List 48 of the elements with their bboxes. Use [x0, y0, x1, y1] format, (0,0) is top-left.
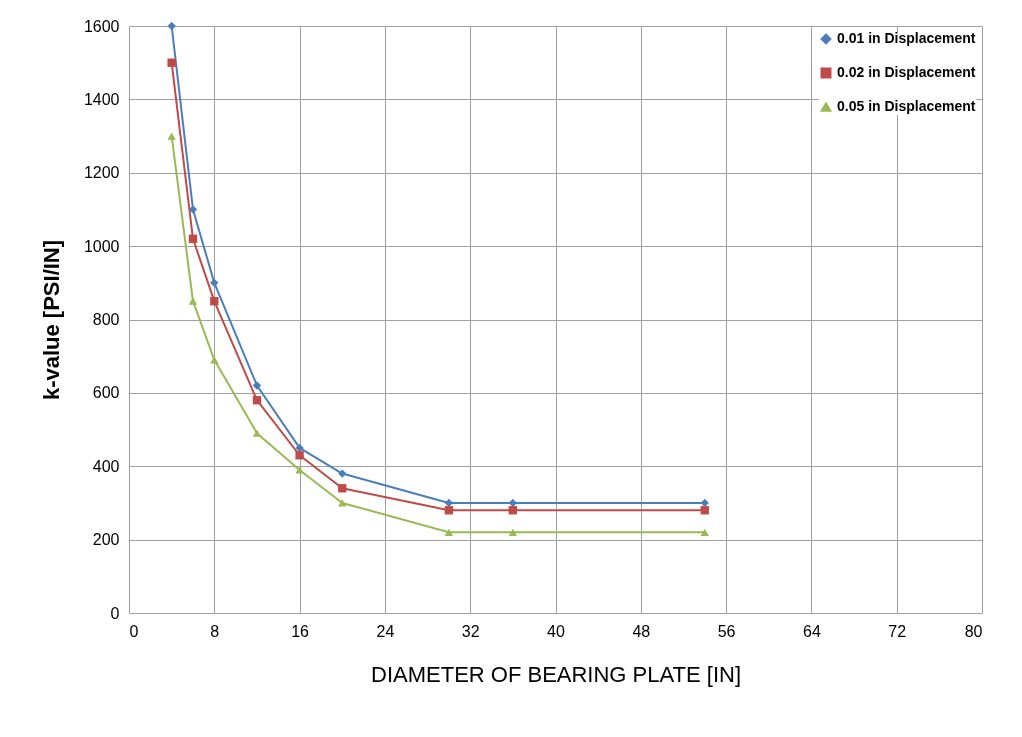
point: [210, 296, 219, 306]
x-tick-label: 72: [888, 622, 907, 640]
point: [508, 506, 518, 515]
point: [295, 451, 304, 460]
x-tick-label: 48: [632, 622, 651, 640]
y-tick-label: 1000: [83, 237, 120, 255]
point: [338, 484, 347, 493]
point: [210, 278, 219, 287]
point: [444, 506, 454, 515]
y-tick-label: 1200: [83, 164, 120, 182]
x-tick-label: 64: [803, 622, 821, 640]
point: [167, 21, 176, 31]
point: [700, 498, 709, 508]
y-tick-label: 1600: [83, 17, 120, 35]
x-tick-label: 8: [210, 622, 220, 640]
x-tick-label: 32: [461, 622, 480, 640]
y-axis-title: k-value [PSI/IN]: [38, 239, 64, 401]
y-tick-label: 600: [92, 384, 120, 402]
point: [444, 528, 454, 536]
point: [167, 132, 176, 140]
x-tick-label: 40: [547, 622, 565, 640]
x-tick-label: 16: [291, 622, 310, 640]
x-tick-label: 0: [129, 622, 139, 640]
point: [338, 499, 347, 507]
x-tick-label: 56: [717, 622, 736, 640]
point: [252, 429, 262, 437]
point: [188, 234, 198, 243]
point: [167, 58, 176, 67]
point: [252, 381, 262, 390]
point: [295, 466, 304, 474]
x-tick-label: 80: [964, 622, 983, 640]
point: [252, 396, 262, 405]
point: [338, 469, 347, 478]
point: [188, 205, 198, 214]
point: [700, 528, 709, 536]
x-tick-label: 24: [376, 622, 395, 640]
y-tick-label: 1400: [83, 90, 120, 108]
y-tick-label: 200: [92, 531, 120, 549]
y-tick-label: 800: [92, 311, 120, 328]
point: [508, 528, 518, 536]
point: [188, 297, 198, 305]
point: [700, 506, 709, 515]
y-tick-label: 0: [110, 604, 120, 622]
y-tick-label: 400: [92, 457, 120, 475]
legend-label: 0.02 in Displacement: [837, 64, 976, 80]
legend-label: 0.01 in Displacement: [837, 30, 976, 46]
x-axis-title: DIAMETER OF BEARING PLATE [IN]: [371, 661, 741, 687]
legend-label: 0.05 in Displacement: [837, 98, 976, 114]
